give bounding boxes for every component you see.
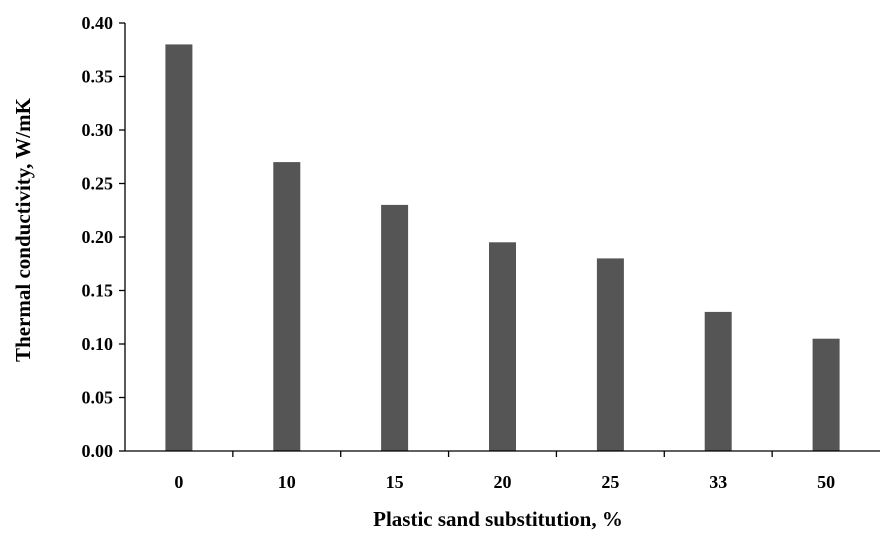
y-tick-label: 0.00	[82, 441, 114, 461]
y-axis-title: Thermal conductivity, W/mK	[11, 97, 35, 362]
x-axis-title: Plastic sand substitution, %	[373, 507, 623, 531]
x-tick-label: 25	[601, 472, 619, 492]
x-tick-label: 10	[278, 472, 296, 492]
y-tick-label: 0.35	[82, 67, 114, 87]
x-tick-label: 20	[494, 472, 512, 492]
y-axis: 0.00 0.05 0.10 0.15 0.20 0.25 0.30 0.35 0.40	[82, 13, 126, 461]
bar-50	[812, 338, 840, 451]
y-tick-label: 0.25	[82, 174, 114, 194]
x-axis: 0 10 15 20 25 33 50	[125, 450, 880, 492]
bar-10	[273, 162, 301, 451]
x-tick-label: 0	[174, 472, 183, 492]
bar-20	[489, 242, 516, 451]
y-tick-label: 0.10	[82, 334, 114, 354]
y-tick-label: 0.15	[82, 281, 114, 301]
bars-group	[165, 44, 840, 452]
y-tick-label: 0.40	[82, 13, 114, 33]
x-tick-label: 15	[386, 472, 404, 492]
x-tick-label: 33	[709, 472, 727, 492]
bar-0	[165, 44, 193, 452]
y-tick-label: 0.20	[82, 227, 114, 247]
bar-15	[381, 204, 409, 451]
x-tick-label: 50	[817, 472, 835, 492]
y-tick-label: 0.05	[82, 388, 114, 408]
bar-33	[704, 311, 732, 451]
y-tick-label: 0.30	[82, 120, 114, 140]
bar-25	[596, 258, 624, 451]
